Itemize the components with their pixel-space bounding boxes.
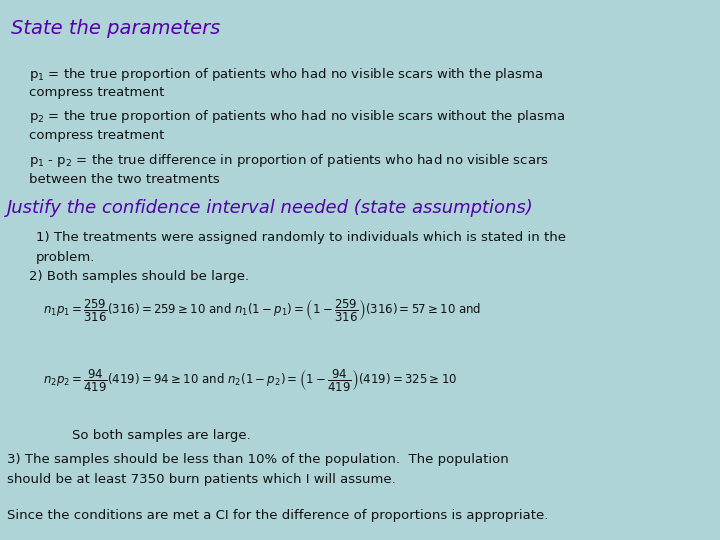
Text: $n_2p_2 = \dfrac{94}{419}(419) = 94 \geq 10\ \mathrm{and}\ n_2(1-p_2) = \left(1 : $n_2p_2 = \dfrac{94}{419}(419) = 94 \geq… [43, 367, 457, 393]
Text: between the two treatments: between the two treatments [29, 173, 220, 186]
Text: compress treatment: compress treatment [29, 129, 164, 141]
Text: 1) The treatments were assigned randomly to individuals which is stated in the: 1) The treatments were assigned randomly… [36, 231, 566, 244]
Text: $n_1p_1 = \dfrac{259}{316}(316) = 259 \geq 10\ \mathrm{and}\ n_1(1-p_1) = \left(: $n_1p_1 = \dfrac{259}{316}(316) = 259 \g… [43, 297, 482, 323]
Text: p$_1$ - p$_2$ = the true difference in proportion of patients who had no visible: p$_1$ - p$_2$ = the true difference in p… [29, 152, 549, 169]
Text: So both samples are large.: So both samples are large. [72, 429, 251, 442]
Text: p$_1$ = the true proportion of patients who had no visible scars with the plasma: p$_1$ = the true proportion of patients … [29, 66, 544, 83]
Text: problem.: problem. [36, 251, 95, 264]
Text: State the parameters: State the parameters [11, 19, 220, 38]
Text: 3) The samples should be less than 10% of the population.  The population: 3) The samples should be less than 10% o… [7, 453, 509, 465]
Text: should be at least 7350 burn patients which I will assume.: should be at least 7350 burn patients wh… [7, 473, 396, 486]
Text: 2) Both samples should be large.: 2) Both samples should be large. [29, 270, 249, 283]
Text: compress treatment: compress treatment [29, 86, 164, 99]
Text: p$_2$ = the true proportion of patients who had no visible scars without the pla: p$_2$ = the true proportion of patients … [29, 108, 565, 125]
Text: Justify the confidence interval needed (state assumptions): Justify the confidence interval needed (… [7, 199, 534, 217]
Text: Since the conditions are met a CI for the difference of proportions is appropria: Since the conditions are met a CI for th… [7, 509, 549, 522]
